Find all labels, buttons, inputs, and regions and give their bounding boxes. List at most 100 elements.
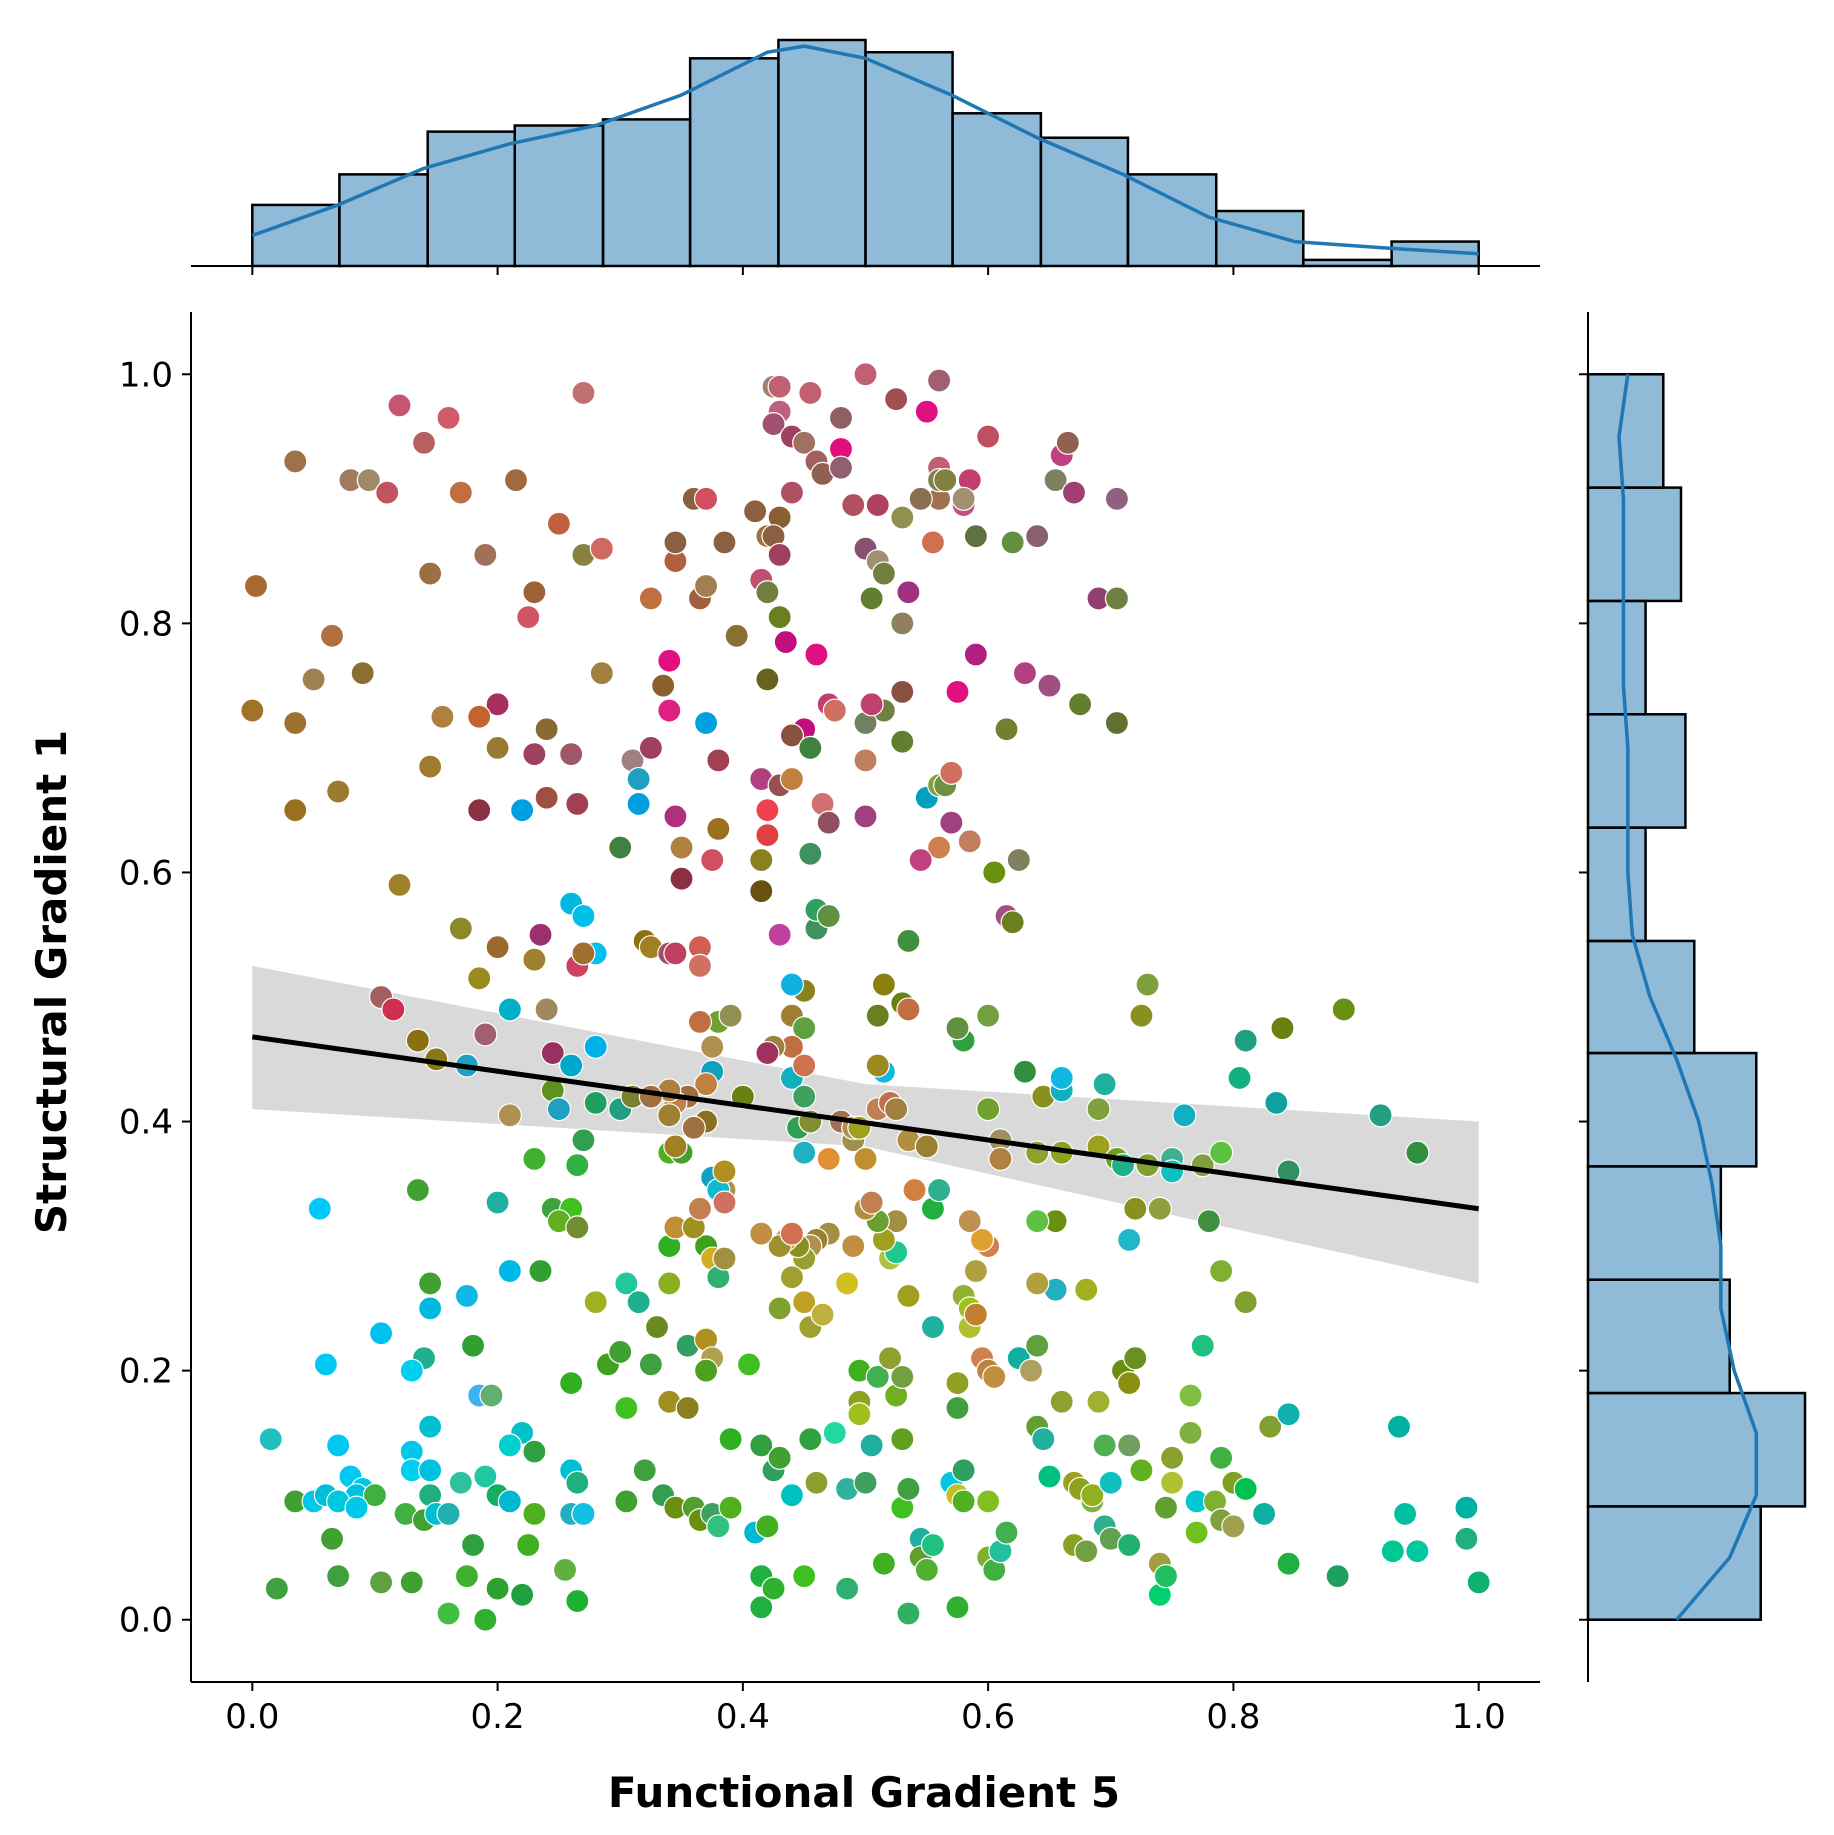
scatter-point [1153,1564,1179,1589]
scatter-point [1209,1258,1234,1284]
scatter-point [559,1053,584,1078]
scatter-point [571,1128,596,1153]
right-histogram-bar [1586,1391,1807,1508]
scatter-point [497,1258,522,1284]
scatter-point [657,1271,682,1296]
scatter-point [522,580,547,605]
regression-line [251,1034,1480,1212]
scatter-point [896,1601,921,1626]
scatter-point [865,492,890,518]
scatter-point [243,573,269,599]
scatter-point [1368,1103,1393,1128]
scatter-point [503,468,529,493]
scatter-point [614,1489,639,1514]
right-histogram-bar [1586,1165,1723,1281]
scatter-point [908,847,933,873]
right-histogram-bar [1586,826,1647,943]
scatter-point [368,1570,394,1595]
scatter-point [565,1215,590,1240]
scatter-point [865,1053,890,1078]
scatter-point [1196,1209,1221,1234]
scatter-point [976,1096,1001,1122]
scatter-point [951,1458,976,1483]
scatter-point [497,1103,522,1128]
scatter-point [945,1016,970,1041]
scatter-point [712,530,737,555]
scatter-point [1025,524,1050,549]
scatter-point [663,530,688,555]
scatter-point [896,1476,921,1502]
right-histogram-bar [1586,939,1696,1055]
scatter-point [779,1265,805,1290]
scatter-point [1178,1420,1203,1446]
scatter-point [1233,1476,1258,1502]
scatter-point [626,1290,651,1315]
scatter-point [411,430,437,455]
y-tick-label: 1.0 [119,355,173,395]
scatter-point [871,1551,896,1576]
scatter-point [1386,1414,1412,1439]
scatter-point [1209,1445,1234,1470]
scatter-point [994,717,1019,742]
scatter-point [700,1034,725,1059]
scatter-point [822,1420,847,1446]
scatter-point [976,424,1001,449]
scatter-point [436,1601,461,1626]
scatter-point [926,368,952,393]
scatter-point [859,586,884,611]
top-histogram-bar [601,118,692,268]
scatter-point [761,411,786,437]
scatter-point [1135,972,1160,997]
main-scatter-plot: 0.0 0.2 0.4 0.6 0.8 1.0 0.0 0.2 0.4 0.6 0.8 1.0 [119,312,1540,1737]
y-tick-label: 0.6 [119,853,173,893]
y-tick-label: 0.2 [119,1352,173,1392]
scatter-point [1405,1539,1430,1564]
scatter-point [743,499,768,524]
scatter-point [1123,1196,1148,1221]
scatter-point [749,879,774,904]
scatter-point [798,735,823,761]
scatter-point [1178,1383,1203,1408]
scatter-point [1086,1389,1111,1414]
scatter-point [485,1190,510,1215]
scatter-point [516,1532,541,1558]
scatter-point [890,611,915,636]
scatter-point [749,1595,774,1620]
scatter-point [534,717,559,742]
right-histogram-bar [1586,486,1683,603]
scatter-point [822,698,847,723]
scatter-point [522,1439,547,1464]
scatter-point [890,1364,915,1389]
x-tick-label: 0.8 [1206,1697,1260,1737]
scatter-point [945,1395,970,1421]
scatter-point [847,1402,872,1427]
scatter-point [890,729,915,754]
scatter-point [982,1364,1007,1389]
top-histogram-bar [513,124,605,268]
scatter-point [853,362,878,387]
scatter-point [976,1003,1001,1028]
scatter-point [908,486,933,511]
scatter-point [939,810,964,835]
scatter-point [1104,710,1130,736]
scatter-point [755,798,780,823]
scatter-point [945,1595,970,1620]
scatter-point [467,798,492,823]
scatter-point [853,1146,878,1172]
scatter-point [902,1177,927,1203]
scatter-point [1012,1059,1038,1084]
y-tick-label: 0.4 [119,1103,173,1143]
scatter-point [816,1146,841,1172]
scatter-point [1068,692,1093,717]
scatter-point [963,1302,988,1327]
x-axis-title: Functional Gradient 5 [608,1768,1120,1817]
scatter-point [1454,1495,1479,1520]
x-tick-label: 0.0 [225,1697,279,1737]
scatter-point [1392,1501,1418,1526]
scatter-point [1025,1271,1050,1296]
scatter-point [1043,468,1068,493]
scatter-point [356,468,381,493]
scatter-point [939,760,964,785]
scatter-point [1025,1333,1050,1358]
